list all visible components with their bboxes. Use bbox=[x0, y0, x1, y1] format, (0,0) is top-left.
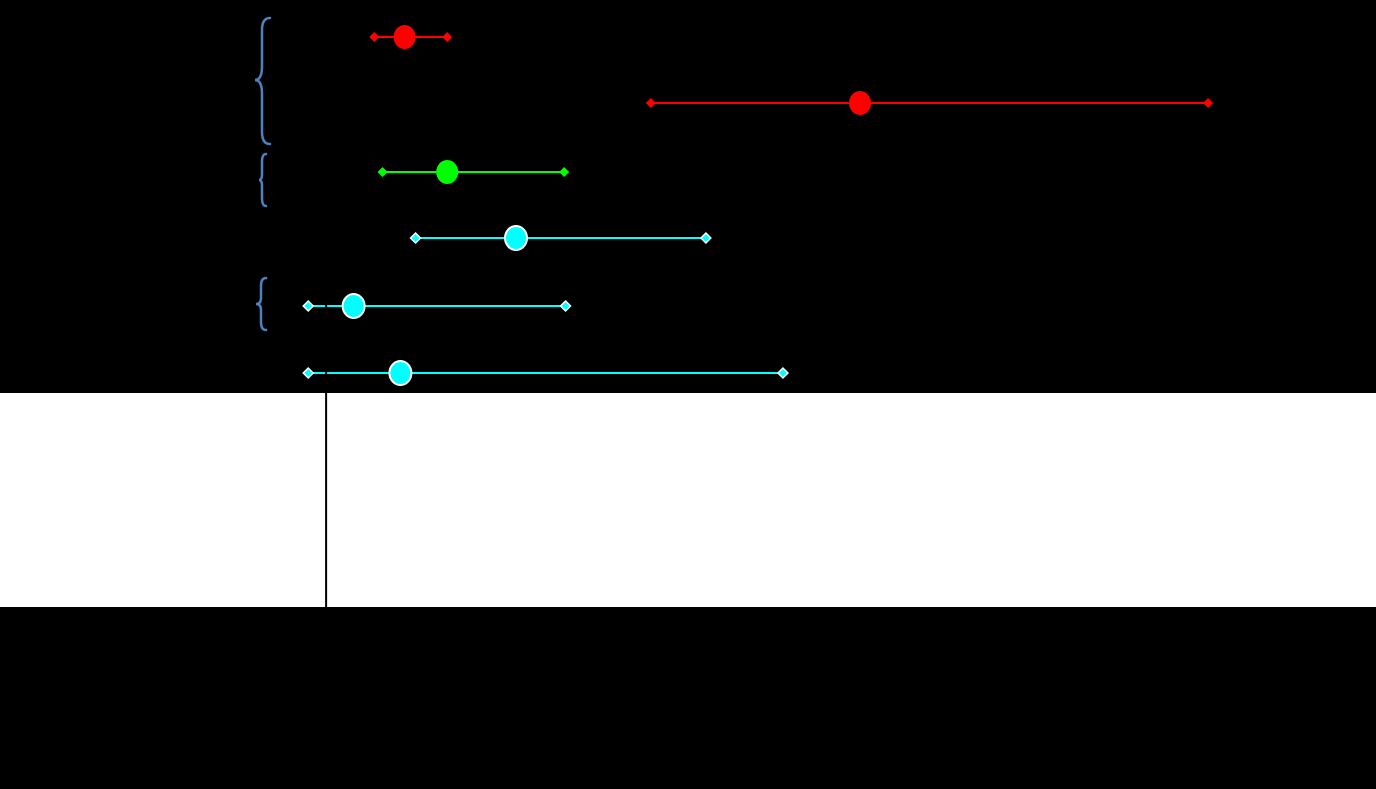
ci-end bbox=[559, 167, 570, 177]
ci-end bbox=[776, 366, 790, 380]
ci-end bbox=[699, 231, 712, 245]
braces bbox=[254, 16, 272, 332]
estimate-point bbox=[504, 225, 528, 251]
estimate-point bbox=[436, 160, 459, 184]
ci-end bbox=[1203, 98, 1214, 108]
ci-end bbox=[377, 167, 388, 177]
ci-end bbox=[302, 366, 315, 380]
ci-end bbox=[302, 299, 315, 313]
estimate-point bbox=[393, 25, 416, 49]
ci-end bbox=[559, 299, 572, 313]
white-panel bbox=[0, 393, 1376, 607]
ci-end bbox=[409, 231, 422, 245]
estimate-point bbox=[388, 360, 413, 386]
ci-end bbox=[442, 32, 453, 42]
brace bbox=[255, 276, 268, 332]
estimate-point bbox=[341, 293, 366, 319]
ci-end bbox=[645, 98, 656, 108]
estimate-point bbox=[849, 91, 871, 115]
ci-end bbox=[369, 32, 380, 42]
brace bbox=[258, 152, 268, 208]
brace bbox=[254, 16, 272, 146]
